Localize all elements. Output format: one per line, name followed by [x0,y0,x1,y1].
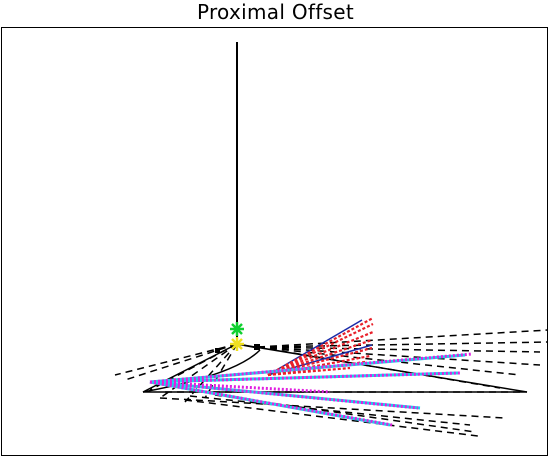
plot-frame [1,27,548,456]
yellow-asterisk-icon [230,337,244,351]
figure-title: Proximal Offset [196,0,355,24]
green-asterisk-icon [230,322,244,336]
left-square-marker [215,348,220,353]
hub-square-marker [254,344,260,350]
magenta-rays [149,352,473,427]
